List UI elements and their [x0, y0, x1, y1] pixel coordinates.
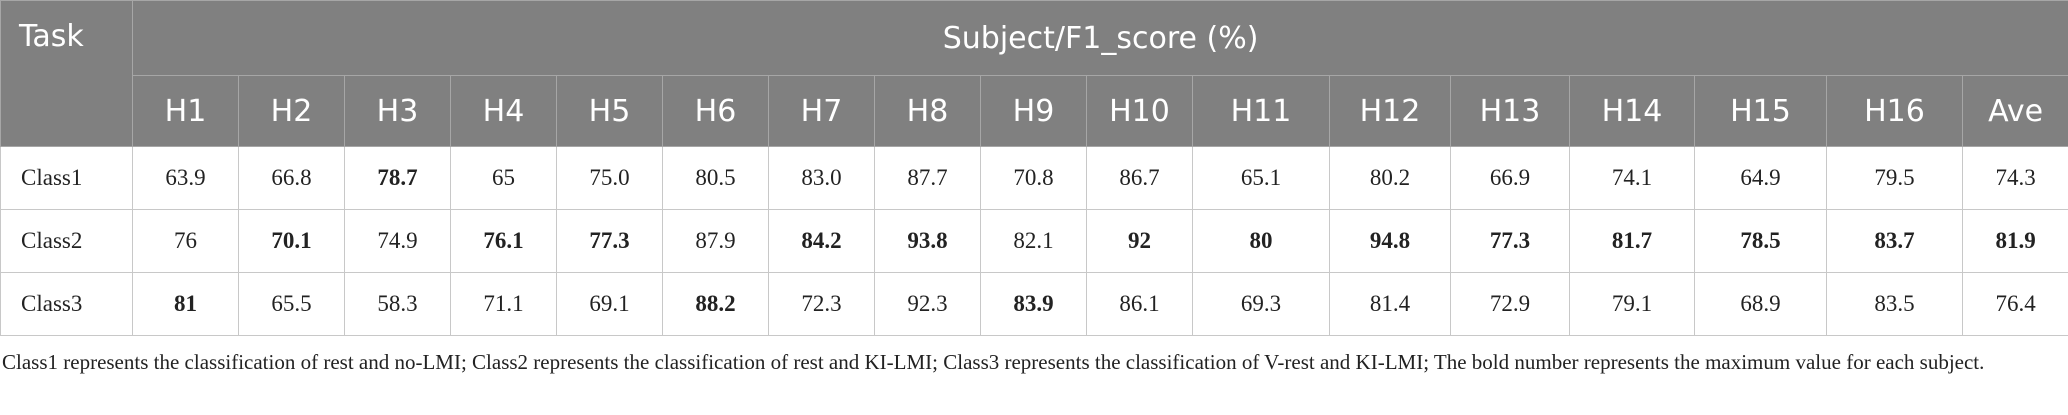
task-header: Task: [0, 0, 133, 147]
column-header: H2: [238, 75, 345, 147]
data-row: Class3 81 65.5 58.3 71.1 69.1 88.2 72.3 92.3 83.9…: [0, 272, 2068, 336]
header-row: Task Subject/F1_score (%): [0, 0, 2068, 147]
row-label: Class2: [0, 209, 133, 273]
cell: 80.2: [1329, 146, 1451, 210]
cell: 72.9: [1450, 272, 1570, 336]
column-header: H16: [1826, 75, 1963, 147]
column-header: H4: [450, 75, 557, 147]
cell: 80: [1192, 209, 1330, 273]
cell: 78.7: [344, 146, 451, 210]
cell: 86.1: [1086, 272, 1193, 336]
cell: 93.8: [874, 209, 981, 273]
cell: 88.2: [662, 272, 769, 336]
cell: 66.9: [1450, 146, 1570, 210]
cell: 76.1: [450, 209, 557, 273]
cell: 84.2: [768, 209, 875, 273]
subheader-row: H1 H2 H3 H4 H5 H6 H7 H8 H9 H10 H11 H12 H13 H14 H15 H16 A…: [1, 75, 2068, 147]
cell: 81.9: [1961, 209, 2068, 273]
column-header: H11: [1192, 75, 1330, 147]
cell: 77.3: [556, 209, 663, 273]
cell: 83.9: [980, 272, 1087, 336]
cell: 68.9: [1694, 272, 1827, 336]
row-label: Class1: [0, 146, 133, 210]
cell: 87.9: [662, 209, 769, 273]
results-table: Task Subject/F1_score (%) H1 H2 H3 H4 H5 H6 H7…: [0, 0, 2068, 336]
cell: 92: [1086, 209, 1193, 273]
data-row: Class2 76 70.1 74.9 76.1 77.3 87.9 84.2 93.8 82.1…: [0, 209, 2068, 273]
column-header: H5: [556, 75, 663, 147]
group-header: Subject/F1_score (%): [131, 0, 2068, 76]
cell: 74.1: [1569, 146, 1695, 210]
cell: 81: [132, 272, 239, 336]
cell: 76.4: [1961, 272, 2068, 336]
column-header: H8: [874, 75, 981, 147]
column-header: H10: [1086, 75, 1193, 147]
cell: 72.3: [768, 272, 875, 336]
cell: 74.9: [344, 209, 451, 273]
table-note: Class1 represents the classification of …: [2, 350, 1985, 374]
column-header: H6: [662, 75, 769, 147]
cell: 66.8: [238, 146, 345, 210]
row-label: Class3: [0, 272, 133, 336]
column-header: H15: [1694, 75, 1827, 147]
cell: 81.7: [1569, 209, 1695, 273]
cell: 65.1: [1192, 146, 1330, 210]
cell: 79.5: [1826, 146, 1963, 210]
cell: 65: [450, 146, 557, 210]
column-header: H14: [1569, 75, 1695, 147]
column-header: H3: [344, 75, 451, 147]
column-header: Ave: [1961, 75, 2068, 147]
column-header: H1: [132, 75, 239, 147]
cell: 77.3: [1450, 209, 1570, 273]
column-header: H7: [768, 75, 875, 147]
cell: 71.1: [450, 272, 557, 336]
column-header: H9: [980, 75, 1087, 147]
cell: 94.8: [1329, 209, 1451, 273]
cell: 74.3: [1961, 146, 2068, 210]
cell: 69.1: [556, 272, 663, 336]
cell: 58.3: [344, 272, 451, 336]
table-head: Task Subject/F1_score (%) H1 H2 H3 H4 H5 H6 H7…: [0, 0, 2068, 147]
cell: 65.5: [238, 272, 345, 336]
cell: 70.1: [238, 209, 345, 273]
column-header: H12: [1329, 75, 1451, 147]
cell: 92.3: [874, 272, 981, 336]
cell: 76: [132, 209, 239, 273]
cell: 75.0: [556, 146, 663, 210]
cell: 80.5: [662, 146, 769, 210]
cell: 82.1: [980, 209, 1087, 273]
table-body: Class1 63.9 66.8 78.7 65 75.0 80.5 83.0 87.7 70.8…: [0, 146, 2068, 336]
cell: 87.7: [874, 146, 981, 210]
data-row: Class1 63.9 66.8 78.7 65 75.0 80.5 83.0 87.7 70.8…: [0, 146, 2068, 210]
cell: 83.5: [1826, 272, 1963, 336]
cell: 79.1: [1569, 272, 1695, 336]
cell: 64.9: [1694, 146, 1827, 210]
cell: 69.3: [1192, 272, 1330, 336]
cell: 63.9: [132, 146, 239, 210]
cell: 83.0: [768, 146, 875, 210]
cell: 83.7: [1826, 209, 1963, 273]
cell: 86.7: [1086, 146, 1193, 210]
cell: 81.4: [1329, 272, 1451, 336]
cell: 70.8: [980, 146, 1087, 210]
column-header: H13: [1450, 75, 1570, 147]
cell: 78.5: [1694, 209, 1827, 273]
